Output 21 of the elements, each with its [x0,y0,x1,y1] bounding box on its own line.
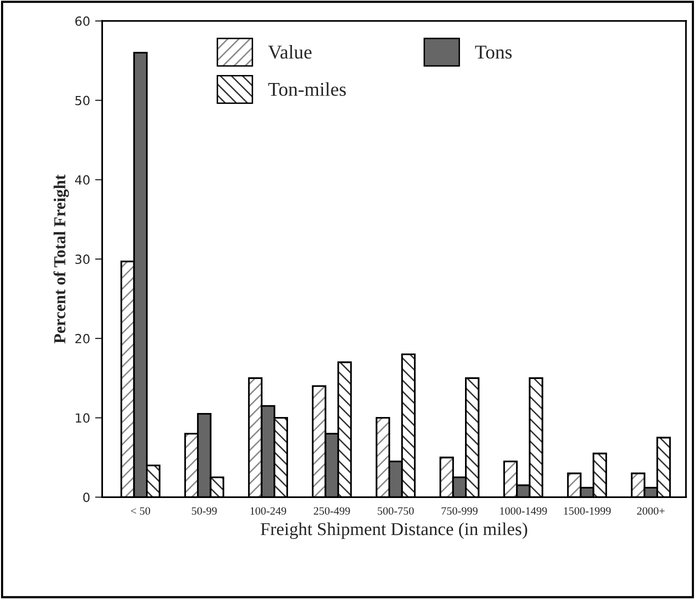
x-tick-label: 750-999 [442,507,478,515]
y-tick-label: 20 [75,334,90,344]
x-tick-label: 250-499 [314,507,350,515]
x-tick-label: 2000+ [637,507,665,515]
x-axis-title: Freight Shipment Distance (in miles) [260,522,528,539]
x-tick-label: 1500-1999 [564,507,611,515]
y-tick-label: 60 [75,16,90,26]
y-tick-label: 0 [83,492,90,502]
x-tick-label: 500-750 [378,507,414,515]
legend-label: Value [268,45,312,59]
y-axis-title: Percent of Total Freight [53,174,69,344]
x-tick-label: 1000-1499 [500,507,547,515]
y-tick-label: 40 [75,175,90,185]
x-tick-label: 100-249 [250,507,286,515]
x-tick-label: 50-99 [192,507,217,515]
legend-label: Tons [475,46,512,59]
legend-label: Ton-miles [268,82,346,96]
y-tick-label: 10 [76,413,90,423]
y-tick-label: 30 [75,254,90,264]
x-tick-label: < 50 [130,507,150,515]
y-tick-label: 50 [75,96,90,106]
